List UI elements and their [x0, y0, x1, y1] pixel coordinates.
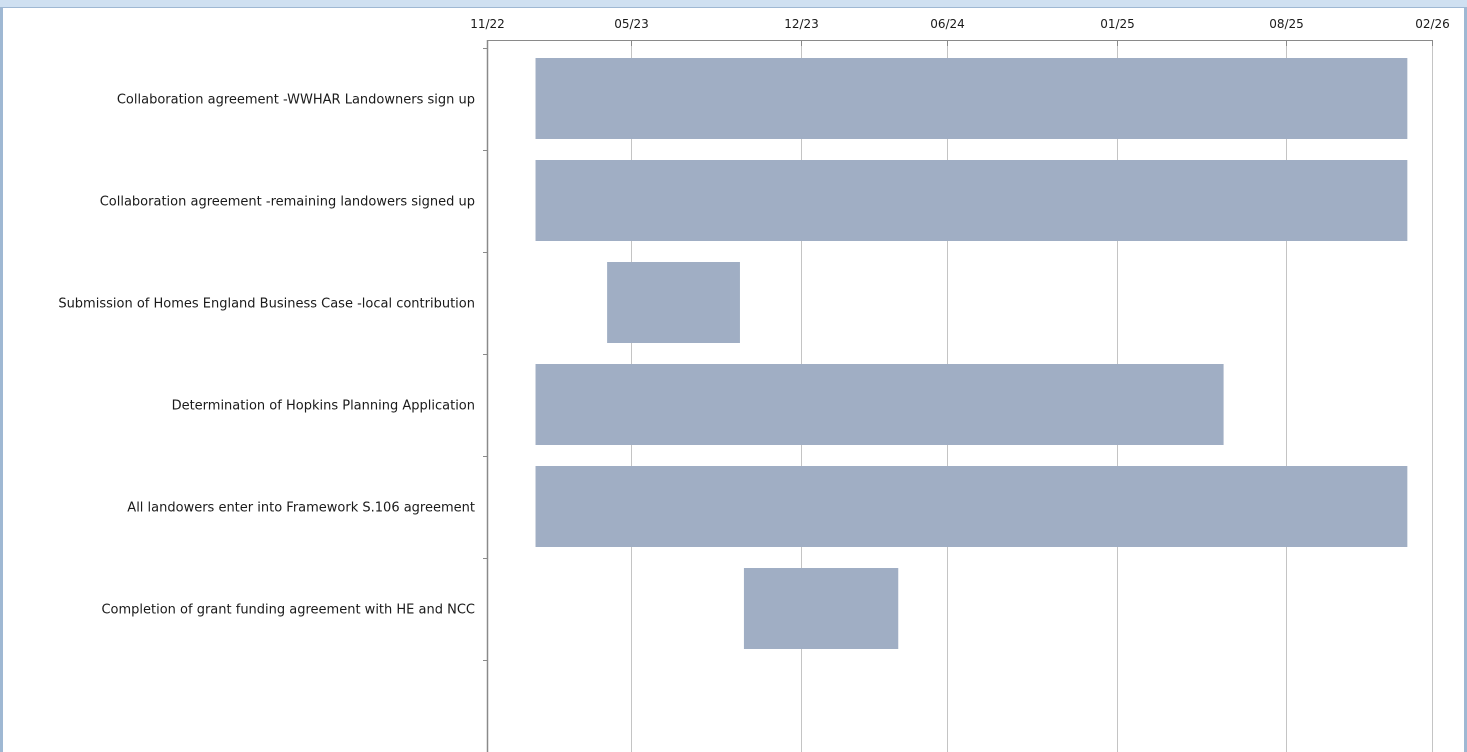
task-bar	[743, 568, 899, 649]
x-tick-label: 11/22	[470, 17, 505, 31]
task-bar	[535, 160, 1408, 241]
task-label: Collaboration agreement -remaining lando…	[100, 195, 475, 210]
task-bar	[535, 466, 1408, 547]
x-tick-label: 01/25	[1100, 17, 1135, 31]
window-title-bar	[0, 0, 1467, 8]
x-tick-label: 02/26	[1415, 17, 1450, 31]
x-tick-label: 06/24	[930, 17, 965, 31]
chart-frame: 11/22 05/23 12/23 06/24 01/25 08/25 02/26 Colla…	[0, 8, 1467, 752]
task-label: Completion of grant funding agreement wi…	[101, 603, 475, 618]
task-bar	[535, 58, 1408, 139]
task-label: All landowers enter into Framework S.106…	[127, 501, 475, 516]
x-tick-label: 08/25	[1269, 17, 1304, 31]
task-label: Collaboration agreement -WWHAR Landowner…	[117, 93, 475, 108]
x-tick-label: 12/23	[784, 17, 819, 31]
task-label: Submission of Homes England Business Cas…	[58, 297, 475, 312]
gantt-chart: 11/22 05/23 12/23 06/24 01/25 08/25 02/26 Colla…	[58, 17, 1450, 752]
x-tick-label: 05/23	[614, 17, 649, 31]
task-label: Determination of Hopkins Planning Applic…	[172, 399, 475, 414]
task-bar	[607, 262, 740, 343]
task-bar	[535, 364, 1224, 445]
